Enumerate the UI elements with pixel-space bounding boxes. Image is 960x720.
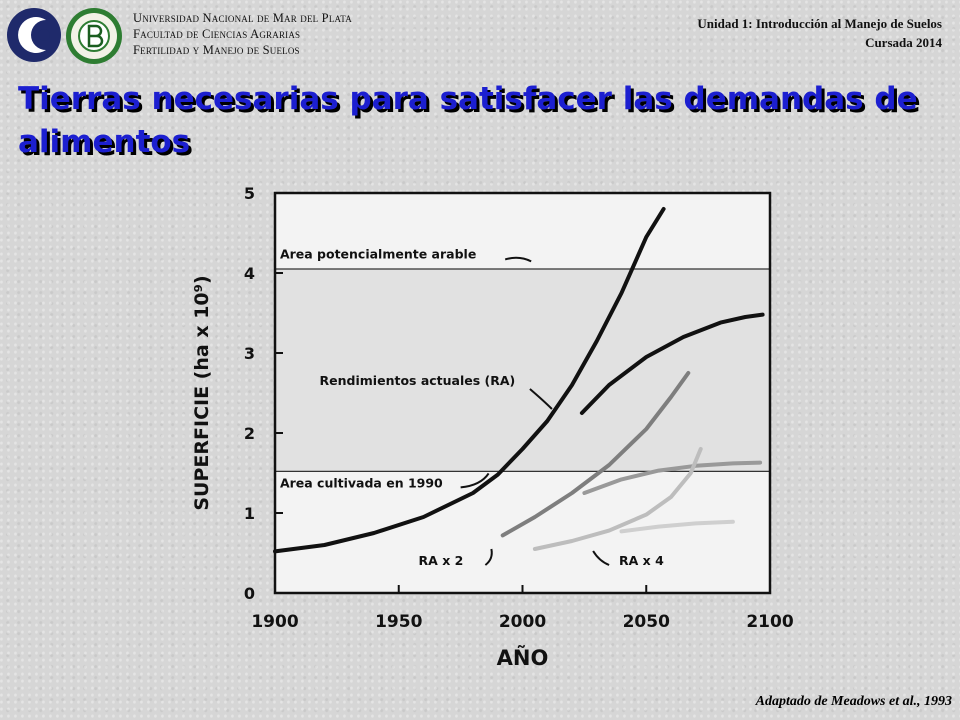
unit-title: Unidad 1: Introducción al Manejo de Suel…	[697, 16, 942, 31]
course-line: Fertilidad y Manejo de Suelos	[133, 43, 300, 57]
x-tick-label: 2000	[499, 612, 546, 632]
x-tick-label: 2050	[623, 612, 670, 632]
y-tick-label: 1	[244, 504, 255, 523]
y-tick-label: 2	[244, 424, 255, 443]
x-tick-label: 1900	[251, 612, 298, 632]
arrow-cultivated	[460, 472, 490, 489]
y-tick-label: 4	[244, 264, 255, 283]
unmdp-logo-icon	[7, 8, 61, 62]
land-demand-chart: 0 1 2 3 4 5 1900 1950 2000 2050 2100 AÑO SUPERFICIE …	[191, 184, 794, 670]
series-line-2	[500, 371, 691, 538]
faculty-line: Facultad de Ciencias Agrarias	[133, 27, 301, 41]
arrow-ra4	[592, 550, 610, 566]
annotation-label-2: Area cultivada en 1990	[280, 475, 443, 490]
annotation-label-4: RA x 4	[619, 553, 664, 568]
university-line: Universidad Nacional de Mar del Plata	[133, 11, 352, 25]
series-line-0	[273, 207, 666, 554]
course-year: Cursada 2014	[865, 35, 942, 50]
university-name-block: Universidad Nacional de Mar del Plata Fa…	[133, 10, 352, 58]
slide-title: Tierras necesarias para satisfacer las d…	[18, 81, 918, 160]
y-tick-label: 0	[244, 584, 255, 603]
x-tick-label: 1950	[375, 612, 422, 632]
unit-info: Unidad 1: Introducción al Manejo de Suel…	[697, 14, 942, 52]
series-line-5	[619, 519, 735, 534]
source-citation: Adaptado de Meadows et al., 1993	[755, 694, 952, 709]
annotation-label-0: Area potencialmente arable	[280, 247, 476, 262]
series-line-4	[532, 447, 703, 551]
arrow-arable	[504, 256, 532, 263]
series-line-3	[582, 460, 763, 495]
y-tick-label: 3	[244, 344, 255, 363]
arable-band	[275, 269, 770, 472]
x-axis-label: AÑO	[497, 645, 549, 670]
series-line-1	[579, 312, 765, 415]
x-tick-label: 2100	[746, 612, 793, 632]
y-tick-label: 5	[244, 184, 255, 203]
annotation-label-3: RA x 2	[419, 553, 464, 568]
arrow-ra	[529, 388, 553, 410]
y-axis-label: SUPERFICIE (ha x 10⁹)	[191, 275, 213, 510]
fca-seal-icon	[66, 8, 122, 64]
arrow-ra2	[484, 548, 493, 566]
annotation-label-1: Rendimientos actuales (RA)	[320, 373, 516, 388]
